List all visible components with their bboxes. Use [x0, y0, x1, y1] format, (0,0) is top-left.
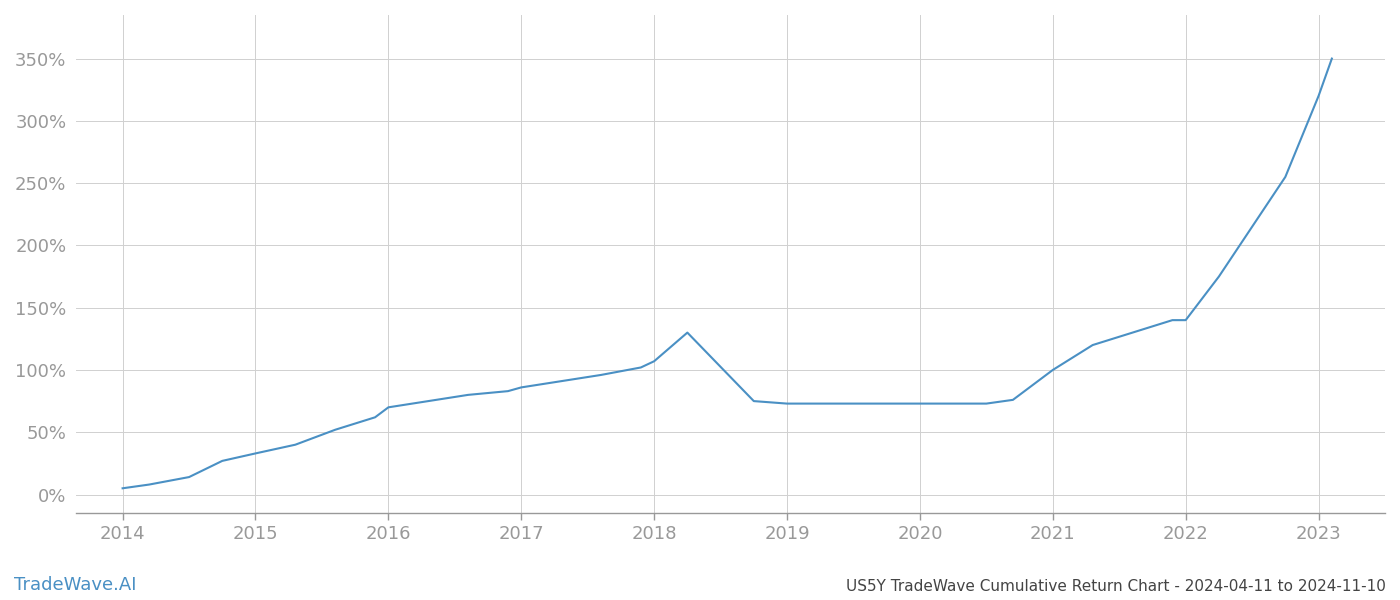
Text: US5Y TradeWave Cumulative Return Chart - 2024-04-11 to 2024-11-10: US5Y TradeWave Cumulative Return Chart -… [846, 579, 1386, 594]
Text: TradeWave.AI: TradeWave.AI [14, 576, 137, 594]
